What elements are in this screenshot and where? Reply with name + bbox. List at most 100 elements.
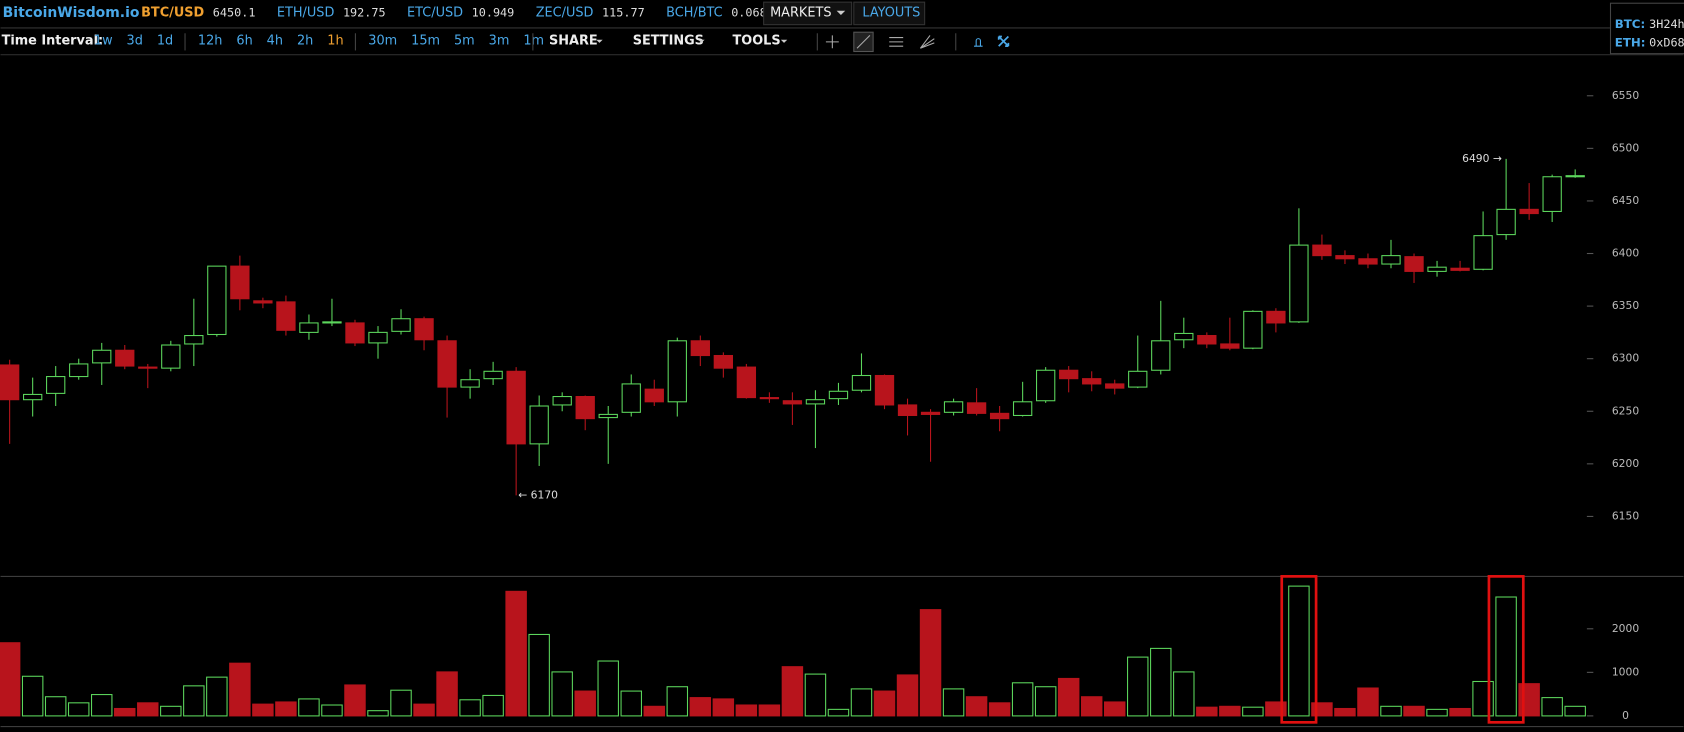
candle-body <box>667 340 687 403</box>
volume-bar <box>1426 708 1448 717</box>
interval[interactable]: 30m <box>368 33 397 48</box>
volume-bar <box>988 702 1011 717</box>
candle-body <box>805 399 826 405</box>
volume-bar <box>597 660 619 717</box>
volume-bar <box>1449 707 1471 717</box>
markets-button[interactable] <box>763 1 853 26</box>
candle-body <box>552 396 572 406</box>
ticker-pair[interactable]: ZEC/USD <box>536 5 594 20</box>
volume-bar <box>735 704 758 717</box>
volume-bar <box>781 666 804 717</box>
interval[interactable]: 6h <box>236 33 252 48</box>
fullscreen-icon[interactable] <box>997 35 1010 48</box>
candle-body <box>1128 370 1148 388</box>
volume-bar <box>873 690 896 717</box>
candle-body <box>138 366 158 369</box>
interval[interactable]: 4h <box>267 33 283 48</box>
volume-bar <box>1103 701 1126 717</box>
y-tick-label: 6250 <box>1612 404 1639 417</box>
layouts-button[interactable] <box>853 1 926 26</box>
candle-body <box>1266 310 1286 324</box>
candle-body <box>92 349 112 364</box>
donate-coin: BTC: <box>1615 17 1645 31</box>
drawing-tools <box>816 31 1010 53</box>
interval[interactable]: 15m <box>411 33 440 48</box>
interval[interactable]: 1h <box>327 33 343 48</box>
interval[interactable]: 3m <box>489 33 510 48</box>
volume-bar <box>1219 705 1241 717</box>
logo[interactable]: BitcoinWisdom.io <box>3 5 140 21</box>
candle-body <box>161 344 181 369</box>
alert-icon[interactable] <box>974 38 983 47</box>
menu[interactable]: MARKETS <box>770 5 831 20</box>
candle-body <box>1381 255 1401 265</box>
y-tick-label: 6400 <box>1612 247 1639 260</box>
chart-area: 6150 6200 6250 6300 6350 6400 6450 6500 6550 0 100… <box>0 89 1639 724</box>
menu[interactable]: SETTINGS <box>633 33 704 48</box>
volume-bar <box>551 671 573 717</box>
y-tick-label: 2000 <box>1612 622 1639 635</box>
candle-body <box>1220 343 1240 349</box>
candle-body <box>782 400 803 405</box>
interval[interactable]: 1w <box>94 33 113 48</box>
ticker-pair[interactable]: ETH/USD <box>277 5 335 20</box>
dropdown-arrow <box>596 39 603 43</box>
candle-body <box>0 364 20 401</box>
interval[interactable]: 2h <box>297 33 313 48</box>
candle-body <box>414 318 434 341</box>
candle-body <box>1565 175 1585 178</box>
interval[interactable]: 1d <box>157 33 173 48</box>
dropdown-arrow <box>780 39 788 43</box>
intervals: 1w 3d 1d 12h 6h 4h 2h 1h 30m 15m 5m 3m 1m <box>94 33 544 51</box>
volume-bar <box>1173 671 1195 717</box>
candle-body <box>1427 266 1447 272</box>
line-tool[interactable] <box>856 35 871 49</box>
menu[interactable]: SHARE <box>549 33 598 48</box>
fan-tool[interactable] <box>919 35 935 49</box>
candle-body <box>1151 340 1171 371</box>
candle-body <box>1105 383 1125 389</box>
candle-body <box>1289 244 1309 323</box>
volume-bar <box>528 633 550 717</box>
volume-bar <box>1011 682 1034 717</box>
menu[interactable]: LAYOUTS <box>862 5 920 20</box>
candle-body <box>276 301 296 331</box>
volume-bar <box>183 685 205 717</box>
candle-body <box>874 374 895 406</box>
y-tick-label: 6300 <box>1612 352 1639 365</box>
tickers: BTC/USD 6450.1 ETH/USD 192.75 ETC/USD 10.949 Z… <box>141 5 781 20</box>
hline-tool[interactable] <box>889 37 904 47</box>
volume-bar <box>1541 697 1563 717</box>
volume-bar <box>1127 656 1149 717</box>
volume-bar <box>413 703 435 717</box>
candle-body <box>1197 335 1217 345</box>
interval[interactable]: 1m <box>523 33 544 48</box>
volume-bar <box>1403 705 1425 717</box>
ticker-pair[interactable]: ETC/USD <box>407 5 463 20</box>
volume-bar <box>0 642 21 717</box>
ticker-pair[interactable]: BCH/BTC <box>666 5 722 20</box>
volume-bar <box>275 701 297 717</box>
crosshair-tool[interactable] <box>825 35 839 49</box>
y-tick-label: 6450 <box>1612 194 1639 207</box>
volume-bar <box>919 609 942 717</box>
candle-body <box>391 318 411 332</box>
interval[interactable]: 3d <box>127 33 143 48</box>
ticker-price: 6450.1 <box>213 5 256 19</box>
volume-bar <box>160 705 182 717</box>
candle-body <box>253 300 273 304</box>
volume-bar <box>827 708 850 717</box>
candle-body <box>437 340 457 388</box>
menu[interactable]: TOOLS <box>733 33 781 48</box>
volume-bar <box>390 689 412 717</box>
volume-bar <box>482 694 504 717</box>
ticker-pair[interactable]: BTC/USD <box>141 5 204 20</box>
interval[interactable]: 5m <box>454 33 475 48</box>
candle-body <box>322 321 342 324</box>
candle-body <box>1012 401 1033 417</box>
ticker-price: 115.77 <box>602 5 645 19</box>
interval[interactable]: 12h <box>198 33 223 48</box>
ticker-price: 10.949 <box>472 5 515 19</box>
